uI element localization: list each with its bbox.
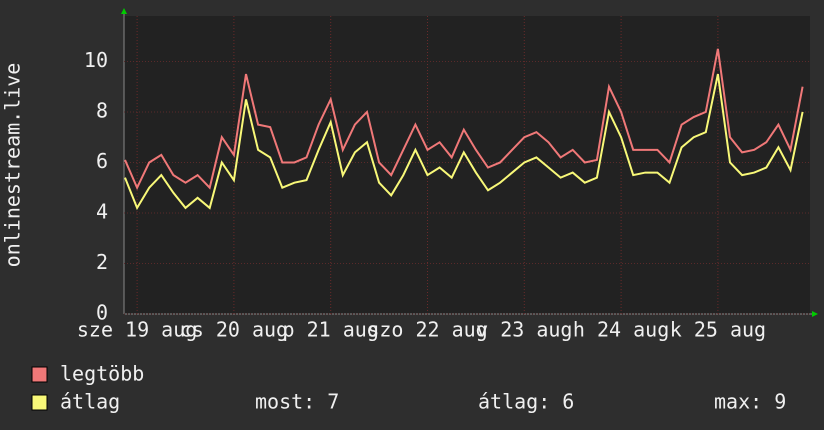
axis-arrow — [812, 311, 818, 317]
series-line — [124, 73, 804, 211]
summary: átlag: 6 — [478, 390, 574, 414]
legend-swatch — [31, 366, 48, 383]
x-tick-label: szo 22 aug — [367, 318, 487, 342]
x-tick-label: v 23 aug — [476, 318, 572, 342]
summary: max: 9 — [714, 390, 786, 414]
legend-label: átlag — [60, 390, 120, 414]
axis-arrow — [121, 8, 127, 14]
y-tick-label: 4 — [96, 199, 108, 223]
x-tick-label: k 25 aug — [670, 318, 766, 342]
x-tick-label: cs 20 aug — [180, 318, 288, 342]
legend-swatch — [31, 394, 48, 411]
plot-area — [124, 16, 810, 314]
y-tick-label: 2 — [96, 250, 108, 274]
legend-label: legtöbb — [60, 362, 144, 386]
x-tick-label: h 24 aug — [573, 318, 669, 342]
y-tick-label: 10 — [84, 48, 108, 72]
y-axis-label: onlinestream.live — [1, 63, 25, 268]
y-tick-label: 0 — [96, 301, 108, 325]
summary: most: 7 — [255, 390, 339, 414]
x-tick-label: p 21 aug — [283, 318, 379, 342]
x-tick-label: sze 19 aug — [77, 318, 197, 342]
series-line — [124, 48, 804, 191]
y-tick-label: 6 — [96, 149, 108, 173]
y-tick-label: 8 — [96, 98, 108, 122]
